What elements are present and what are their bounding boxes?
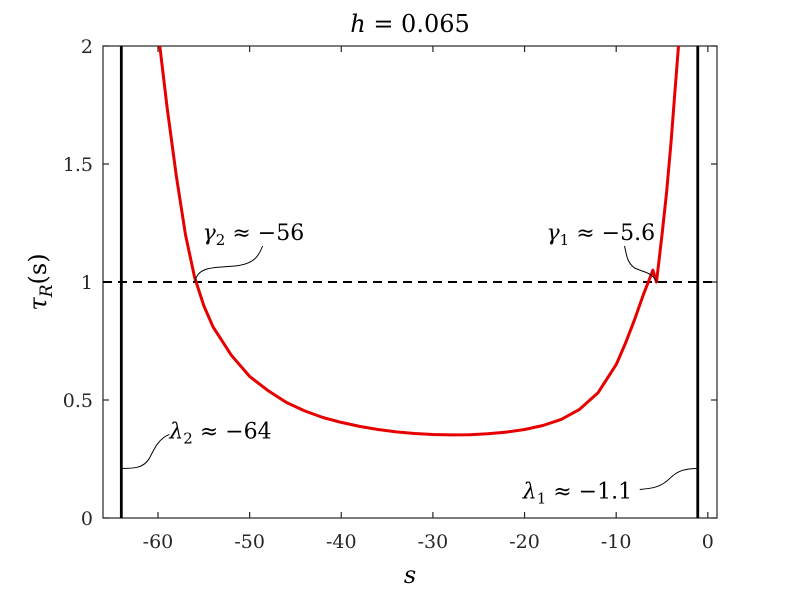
y-axis-label: τR(s)	[24, 253, 57, 310]
x-tick-label: -60	[143, 531, 174, 553]
x-tick-label: -10	[601, 531, 632, 553]
chart-title: h = 0.065	[350, 10, 470, 38]
y-tick-label: 1.5	[63, 154, 93, 176]
y-tick-label: 2	[81, 36, 93, 58]
annotation-leader	[194, 245, 264, 283]
annotation-label: γ1 ≈ −5.6	[547, 221, 656, 249]
x-tick-label: -50	[234, 531, 265, 553]
annotation-leader	[121, 433, 170, 469]
series-layer	[158, 45, 680, 437]
annotation-leader	[639, 467, 698, 490]
y-tick-label: 0	[81, 508, 93, 530]
x-tick-label: -20	[509, 531, 540, 553]
annotation-label: λ1 ≈ −1.1	[522, 479, 632, 507]
annotation-label: γ2 ≈ −56	[203, 221, 305, 249]
annotation-label: λ2 ≈ −64	[168, 419, 271, 447]
series-line	[158, 45, 680, 437]
reference-lines	[103, 46, 717, 518]
x-tick-label: -40	[326, 531, 357, 553]
x-tick-label: -30	[418, 531, 449, 553]
x-axis: -60 -50 -40 -30 -20 -10 0	[143, 46, 714, 553]
annotations: γ2 ≈ −56 γ1 ≈ −5.6 λ2 ≈ −64 λ1 ≈ −1.1	[121, 221, 698, 507]
y-tick-label: 1	[81, 272, 93, 294]
annotation-leader	[624, 245, 657, 283]
y-tick-label: 0.5	[63, 390, 93, 412]
x-tick-label: 0	[702, 531, 714, 553]
x-axis-label: s	[404, 561, 416, 589]
